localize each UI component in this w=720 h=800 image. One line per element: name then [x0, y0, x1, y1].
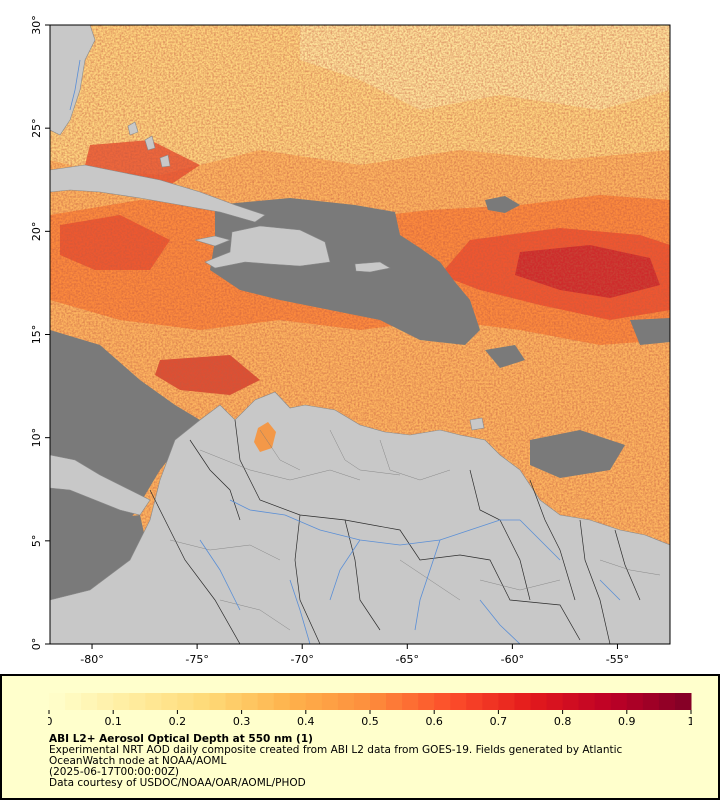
colorbar-swatch: [273, 693, 291, 710]
colorbar-tick-label: 0.3: [233, 715, 251, 727]
colorbar-swatch: [610, 693, 628, 710]
colorbar-tick-label: 0: [48, 715, 53, 727]
colorbar-swatch: [450, 693, 467, 710]
colorbar-tick-label: 0.9: [618, 715, 636, 727]
x-tick-label: -80°: [80, 653, 103, 666]
colorbar-swatch: [402, 693, 419, 710]
rivers: [69, 59, 621, 644]
colorbar-swatch: [386, 693, 403, 710]
map-figure: -80° -75° -70° -65° -60° -55° 0° 5° 10° 15° 20° 25…: [30, 15, 671, 666]
y-axis: 0° 5° 10° 15° 20° 25° 30°: [30, 15, 50, 650]
land-trinidad: [469, 417, 485, 431]
colorbar-swatch: [434, 693, 451, 710]
y-tick-label: 5°: [30, 535, 43, 548]
colorbar-swatch: [530, 693, 548, 710]
y-tick-label: 30°: [30, 15, 43, 35]
colorbar-tick-label: 0.2: [169, 715, 187, 727]
colorbar-swatch: [482, 693, 499, 710]
colorbar-swatch: [161, 693, 178, 710]
colorbar-tick-label: 0.8: [554, 715, 572, 727]
colorbar-swatch: [177, 693, 194, 710]
colorbar-swatch: [145, 693, 162, 710]
legend-credit: Data courtesy of USDOC/NOAA/OAR/AOML/PHO…: [49, 777, 306, 789]
land-central-america: [50, 454, 151, 516]
colorbar: 0 0.1 0.2 0.3 0.4 0.5 0.6 0.7 0.8 0.9 1: [48, 693, 692, 727]
colorbar-swatch: [466, 693, 483, 710]
x-tick-label: -55°: [606, 653, 629, 666]
colorbar-swatch: [353, 693, 371, 710]
colorbar-swatch: [594, 693, 612, 710]
land-puerto-rico: [354, 261, 391, 273]
colorbar-swatch: [642, 693, 660, 710]
colorbar-swatch: [370, 693, 387, 710]
colorbar-swatch: [225, 693, 243, 710]
colorbar-swatch: [129, 693, 146, 710]
colorbar-swatch: [562, 693, 580, 710]
colorbar-swatch: [113, 693, 130, 710]
legend-panel: 0 0.1 0.2 0.3 0.4 0.5 0.6 0.7 0.8 0.9 1 ABI L2+ Ae…: [0, 674, 720, 800]
colorbar-swatch: [321, 693, 339, 710]
colorbar-swatch: [241, 693, 259, 710]
colorbar-swatch: [626, 693, 644, 710]
colorbar-swatch: [337, 693, 355, 710]
land-florida: [50, 25, 96, 136]
political-borders: [149, 419, 641, 644]
land-jamaica: [194, 235, 231, 247]
legend-date: (2025-06-17T00:00:00Z): [49, 766, 179, 778]
colorbar-tick-label: 0.5: [361, 715, 379, 727]
y-tick-label: 10°: [30, 428, 43, 448]
colorbar-swatch: [498, 693, 515, 710]
colorbar-swatch: [49, 693, 66, 710]
x-axis: -80° -75° -70° -65° -60° -55°: [80, 644, 629, 666]
colorbar-swatch: [97, 693, 114, 710]
colorbar-tick-label: 0.1: [104, 715, 122, 727]
colorbar-tick-label: 1: [688, 715, 693, 727]
colorbar-tick-label: 0.4: [297, 715, 315, 727]
y-tick-label: 15°: [30, 325, 43, 345]
x-tick-label: -75°: [185, 653, 208, 666]
land-masses: [50, 25, 670, 644]
map-plot-area: [50, 25, 670, 644]
land-hispaniola: [204, 225, 331, 269]
colorbar-swatch: [514, 693, 531, 710]
colorbar-swatch: [658, 693, 676, 710]
y-tick-label: 20°: [30, 222, 43, 242]
colorbar-swatch: [305, 693, 323, 710]
legend-description: Experimental NRT AOD daily composite cre…: [49, 744, 623, 767]
land-south-america: [50, 391, 670, 644]
colorbar-swatch: [546, 693, 564, 710]
colorbar-swatch: [578, 693, 596, 710]
colorbar-tick-label: 0.6: [425, 715, 443, 727]
land-cuba: [50, 164, 266, 223]
colorbar-swatch: [257, 693, 275, 710]
colorbar-swatch: [418, 693, 435, 710]
colorbar-swatch: [65, 693, 82, 710]
y-tick-label: 25°: [30, 118, 43, 138]
admin-borders: [169, 429, 661, 631]
x-tick-label: -70°: [290, 653, 313, 666]
x-tick-label: -65°: [396, 653, 419, 666]
y-tick-label: 0°: [30, 638, 43, 651]
land-bahamas: [127, 121, 171, 168]
colorbar-swatch: [289, 693, 307, 710]
x-tick-label: -60°: [501, 653, 524, 666]
colorbar-swatch: [674, 693, 692, 710]
colorbar-swatch: [193, 693, 210, 710]
colorbar-swatch: [209, 693, 227, 710]
legend-title: ABI L2+ Aerosol Optical Depth at 550 nm …: [49, 733, 313, 745]
colorbar-swatch: [81, 693, 98, 710]
colorbar-tick-label: 0.7: [490, 715, 508, 727]
land-lake-maracaibo: [254, 422, 276, 452]
